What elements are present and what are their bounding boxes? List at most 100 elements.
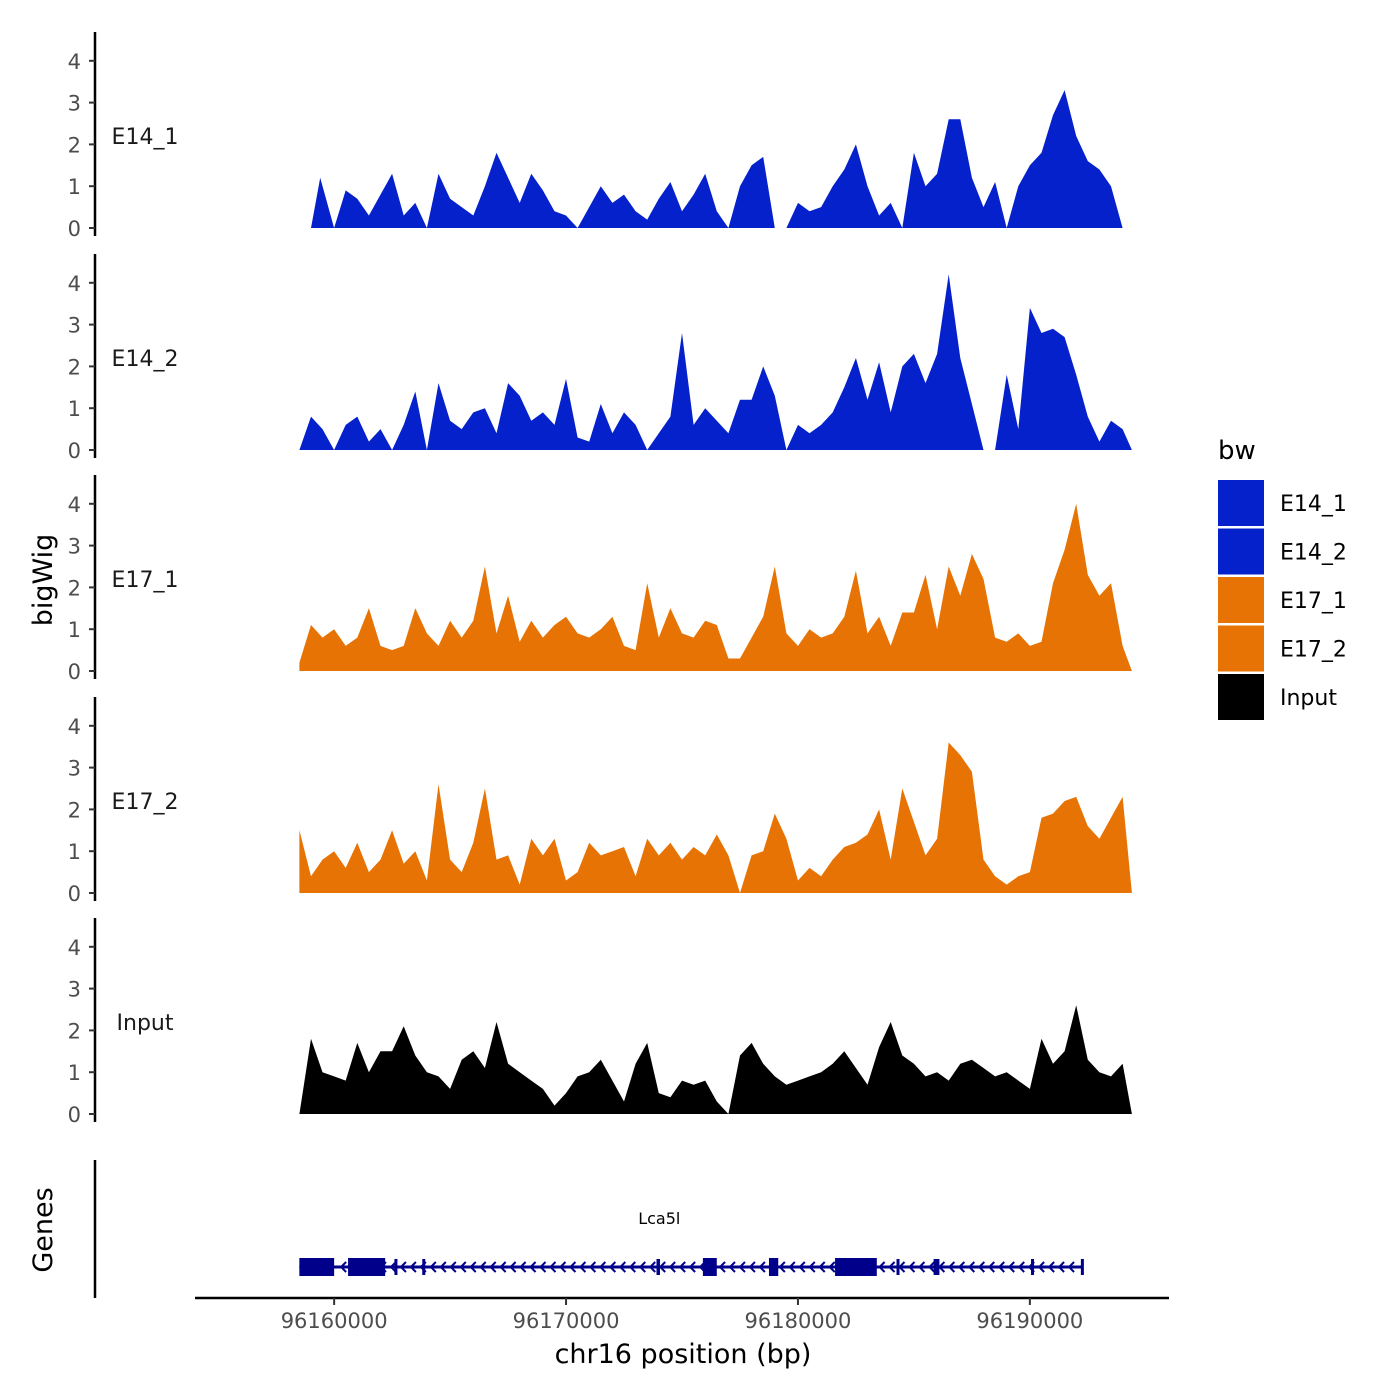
- legend-title: bw: [1218, 436, 1256, 466]
- strand-arrow: [449, 1261, 457, 1273]
- y-tick-label: 4: [68, 936, 81, 960]
- strand-arrow: [828, 1261, 836, 1273]
- strand-arrow: [977, 1261, 986, 1273]
- strand-arrow: [987, 1261, 995, 1273]
- strand-arrow: [918, 1261, 926, 1273]
- strand-arrow: [668, 1261, 676, 1273]
- strand-arrow: [748, 1261, 756, 1273]
- gene-exon: [768, 1258, 779, 1276]
- gene-exon: [656, 1259, 660, 1275]
- strand-arrow: [1007, 1261, 1015, 1273]
- legend-swatch: [1218, 528, 1264, 575]
- strand-arrow: [559, 1261, 567, 1273]
- legend-label: E17_2: [1280, 638, 1347, 663]
- strand-arrow: [479, 1261, 487, 1273]
- y-tick-label: 2: [68, 355, 81, 379]
- y-tick-label: 3: [68, 978, 81, 1002]
- gene-exon: [299, 1258, 335, 1276]
- strand-arrow: [778, 1261, 786, 1273]
- strand-arrow: [947, 1261, 956, 1273]
- coverage-area: [299, 90, 1123, 228]
- y-tick-label: 4: [68, 715, 81, 739]
- strand-arrow: [758, 1261, 766, 1273]
- legend-swatch: [1218, 577, 1264, 623]
- strand-arrow: [389, 1261, 397, 1273]
- legend-swatch: [1218, 674, 1264, 720]
- strand-arrow: [967, 1261, 976, 1273]
- strand-arrow: [1067, 1261, 1075, 1273]
- strand-arrow: [618, 1261, 627, 1273]
- strand-arrow: [1057, 1261, 1065, 1273]
- gene-exon: [1080, 1259, 1084, 1275]
- strand-arrow: [638, 1261, 646, 1273]
- y-tick-label: 2: [68, 576, 81, 600]
- gene-exon: [933, 1259, 940, 1275]
- strand-arrow: [898, 1261, 906, 1273]
- strand-arrow: [808, 1261, 816, 1273]
- y-tick-label: 4: [68, 493, 81, 517]
- legend-item: E17_2: [1218, 625, 1347, 672]
- legend-label: Input: [1280, 686, 1337, 711]
- track-label: E14_2: [112, 347, 179, 372]
- legend-swatch: [1218, 480, 1264, 526]
- strand-arrow: [409, 1261, 417, 1273]
- panel-e17-1: 0 1 2 3 4 E17_1: [68, 475, 1132, 684]
- strand-arrow: [1037, 1261, 1045, 1273]
- gene-exon: [348, 1258, 386, 1276]
- legend-label: E14_1: [1280, 492, 1347, 517]
- strand-arrow: [399, 1261, 407, 1273]
- strand-arrow: [1047, 1261, 1055, 1273]
- legend-item: E17_1: [1218, 577, 1347, 623]
- strand-arrow: [598, 1261, 607, 1273]
- y-axis-title: bigWig: [28, 534, 59, 627]
- strand-arrow: [469, 1261, 477, 1273]
- strand-arrow: [997, 1261, 1005, 1273]
- strand-arrow: [788, 1261, 796, 1273]
- panel-e14-1: 0 1 2 3 4 E14_1: [68, 32, 1123, 241]
- y-tick-label: 1: [68, 618, 81, 642]
- x-tick-label: 96170000: [513, 1309, 620, 1333]
- y-tick-label: 2: [68, 133, 81, 157]
- strand-arrow: [658, 1261, 666, 1273]
- gene-exon: [896, 1259, 900, 1275]
- legend-item: Input: [1218, 674, 1337, 720]
- strand-arrow: [529, 1261, 537, 1273]
- strand-arrow: [489, 1261, 497, 1273]
- strand-arrow: [459, 1261, 467, 1273]
- y-tick-label: 1: [68, 1061, 81, 1085]
- gene-exon: [835, 1258, 877, 1276]
- y-tick-label: 3: [68, 535, 81, 559]
- strand-arrow: [569, 1261, 577, 1273]
- y-tick-label: 3: [68, 314, 81, 338]
- strand-arrow: [738, 1261, 746, 1273]
- strand-arrow: [439, 1261, 447, 1273]
- coverage-area: [299, 274, 1132, 450]
- strand-arrow: [499, 1261, 507, 1273]
- strand-arrow: [588, 1261, 597, 1273]
- y-tick-label: 0: [68, 660, 81, 684]
- y-tick-label: 2: [68, 798, 81, 822]
- y-tick-label: 1: [68, 840, 81, 864]
- track-label: E17_2: [112, 790, 179, 815]
- strand-arrow: [957, 1261, 966, 1273]
- strand-arrow: [908, 1261, 916, 1273]
- genes-axis-title: Genes: [28, 1187, 59, 1272]
- x-axis-title: chr16 position (bp): [555, 1339, 812, 1370]
- strand-arrow: [938, 1261, 946, 1273]
- track-label: Input: [117, 1011, 174, 1036]
- legend-item: E14_2: [1218, 528, 1347, 575]
- gene-exon: [702, 1258, 717, 1276]
- strand-arrow: [429, 1261, 437, 1273]
- y-tick-label: 0: [68, 1103, 81, 1127]
- gene-name-label: Lca5l: [638, 1209, 680, 1228]
- panel-e17-2: 0 1 2 3 4 E17_2: [68, 697, 1132, 906]
- gene-exon: [1031, 1259, 1035, 1275]
- coverage-area: [299, 1005, 1132, 1114]
- x-axis: 96160000 96170000 96180000 96190000: [195, 1296, 1169, 1333]
- strand-arrow: [628, 1261, 636, 1273]
- y-tick-label: 0: [68, 882, 81, 906]
- legend-label: E14_2: [1280, 541, 1347, 566]
- legend-item: E14_1: [1218, 480, 1347, 526]
- x-tick-label: 96190000: [976, 1309, 1083, 1333]
- y-tick-label: 0: [68, 439, 81, 463]
